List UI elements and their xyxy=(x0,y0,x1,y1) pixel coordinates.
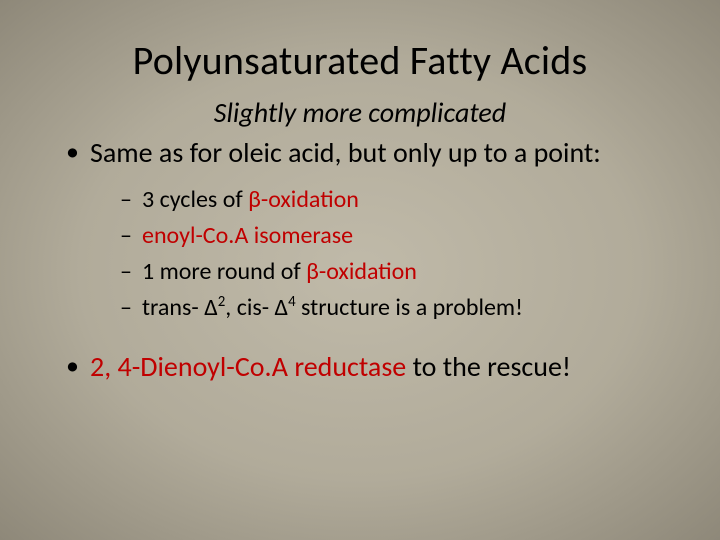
bullet-item-1: Same as for oleic acid, but only up to a… xyxy=(66,136,680,338)
sub3-part-a: 1 more round of xyxy=(142,257,306,286)
slide-title: Polyunsaturated Fatty Acids xyxy=(40,36,680,85)
sub4-d: , cis- xyxy=(225,293,274,322)
bullet-1-text: Same as for oleic acid, but only up to a… xyxy=(90,135,601,170)
sub3-part-c: -oxidation xyxy=(319,257,417,286)
sub-bullet-3: 1 more round of β-oxidation xyxy=(120,254,680,290)
sub-bullet-list: 3 cycles of β-oxidation enoyl-Co.A isome… xyxy=(90,182,680,326)
sub4-a: trans- xyxy=(142,293,204,322)
sub4-sup2: 4 xyxy=(288,292,296,310)
sub-bullet-2: enoyl-Co.A isomerase xyxy=(120,218,680,254)
sub-bullet-4: trans- Δ2, cis- Δ4 structure is a proble… xyxy=(120,290,680,326)
bullet2-part-b: to the rescue! xyxy=(406,349,571,384)
sub1-part-a: 3 cycles of xyxy=(142,185,248,214)
bullet-list: Same as for oleic acid, but only up to a… xyxy=(40,136,680,384)
sub4-delta1: Δ xyxy=(204,293,218,322)
sub1-beta: β xyxy=(248,185,261,214)
sub3-beta: β xyxy=(306,257,319,286)
sub4-g: structure is a problem! xyxy=(296,293,523,322)
spacer xyxy=(90,326,680,338)
slide-subtitle: Slightly more complicated xyxy=(40,95,680,130)
bullet-item-2: 2, 4-Dienoyl-Co.A reductase to the rescu… xyxy=(66,350,680,384)
sub2-text: enoyl-Co.A isomerase xyxy=(142,221,353,250)
bullet2-part-a: 2, 4-Dienoyl-Co.A reductase xyxy=(90,349,406,384)
sub1-part-c: -oxidation xyxy=(261,185,359,214)
sub4-delta2: Δ xyxy=(275,293,289,322)
sub-bullet-1: 3 cycles of β-oxidation xyxy=(120,182,680,218)
